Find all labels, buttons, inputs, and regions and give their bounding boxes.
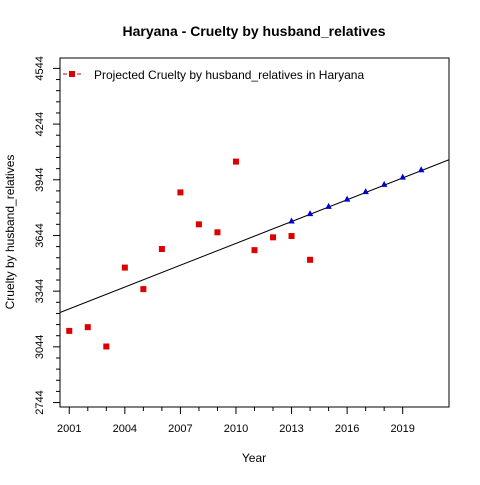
y-tick-label: 3044 xyxy=(34,335,46,359)
data-point-observed xyxy=(177,189,183,195)
data-point-observed xyxy=(270,234,276,240)
legend-marker-square xyxy=(69,71,75,77)
x-tick-label: 2013 xyxy=(279,423,303,435)
data-point-observed xyxy=(85,324,91,330)
y-axis-label: Cruelty by husband_relatives xyxy=(3,155,17,310)
x-tick-label: 2016 xyxy=(335,423,359,435)
data-point-observed xyxy=(214,229,220,235)
data-point-observed xyxy=(196,221,202,227)
data-point-observed xyxy=(122,265,128,271)
y-tick-label: 3944 xyxy=(34,168,46,192)
x-tick-label: 2001 xyxy=(57,423,81,435)
data-point-observed xyxy=(159,246,165,252)
y-tick-label: 3644 xyxy=(34,223,46,247)
x-tick-label: 2004 xyxy=(113,423,137,435)
data-point-observed xyxy=(307,257,313,263)
x-tick-label: 2010 xyxy=(224,423,248,435)
chart-title: Haryana - Cruelty by husband_relatives xyxy=(123,23,386,39)
data-point-observed xyxy=(66,328,72,334)
legend: Projected Cruelty by husband_relatives i… xyxy=(63,68,364,82)
y-tick-label: 3344 xyxy=(34,279,46,303)
legend-entry: Projected Cruelty by husband_relatives i… xyxy=(94,68,364,82)
x-tick-label: 2019 xyxy=(390,423,414,435)
x-tick-label: 2007 xyxy=(168,423,192,435)
data-point-observed xyxy=(140,286,146,292)
data-point-observed xyxy=(233,159,239,165)
y-tick-label: 4544 xyxy=(34,56,46,80)
y-tick-label: 2744 xyxy=(34,390,46,414)
x-axis-label: Year xyxy=(242,451,266,465)
y-tick-label: 4244 xyxy=(34,112,46,136)
data-point-observed xyxy=(252,247,258,253)
data-point-observed xyxy=(103,343,109,349)
data-point-observed xyxy=(289,233,295,239)
